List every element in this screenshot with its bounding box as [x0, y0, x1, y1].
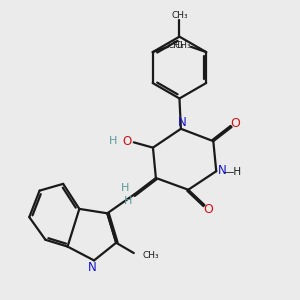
Text: O: O: [123, 135, 132, 148]
Text: N: N: [218, 164, 227, 176]
Text: CH₃: CH₃: [175, 41, 191, 50]
Text: —H: —H: [224, 167, 242, 177]
Text: O: O: [231, 117, 241, 130]
Text: H: H: [124, 196, 133, 206]
Text: H: H: [122, 183, 130, 193]
Text: N: N: [88, 261, 97, 274]
Text: O: O: [203, 203, 213, 216]
Text: N: N: [178, 116, 187, 129]
Text: CH₃: CH₃: [171, 11, 188, 20]
Text: H: H: [109, 136, 118, 146]
Text: CH₃: CH₃: [142, 251, 159, 260]
Text: CH₃: CH₃: [168, 41, 184, 50]
